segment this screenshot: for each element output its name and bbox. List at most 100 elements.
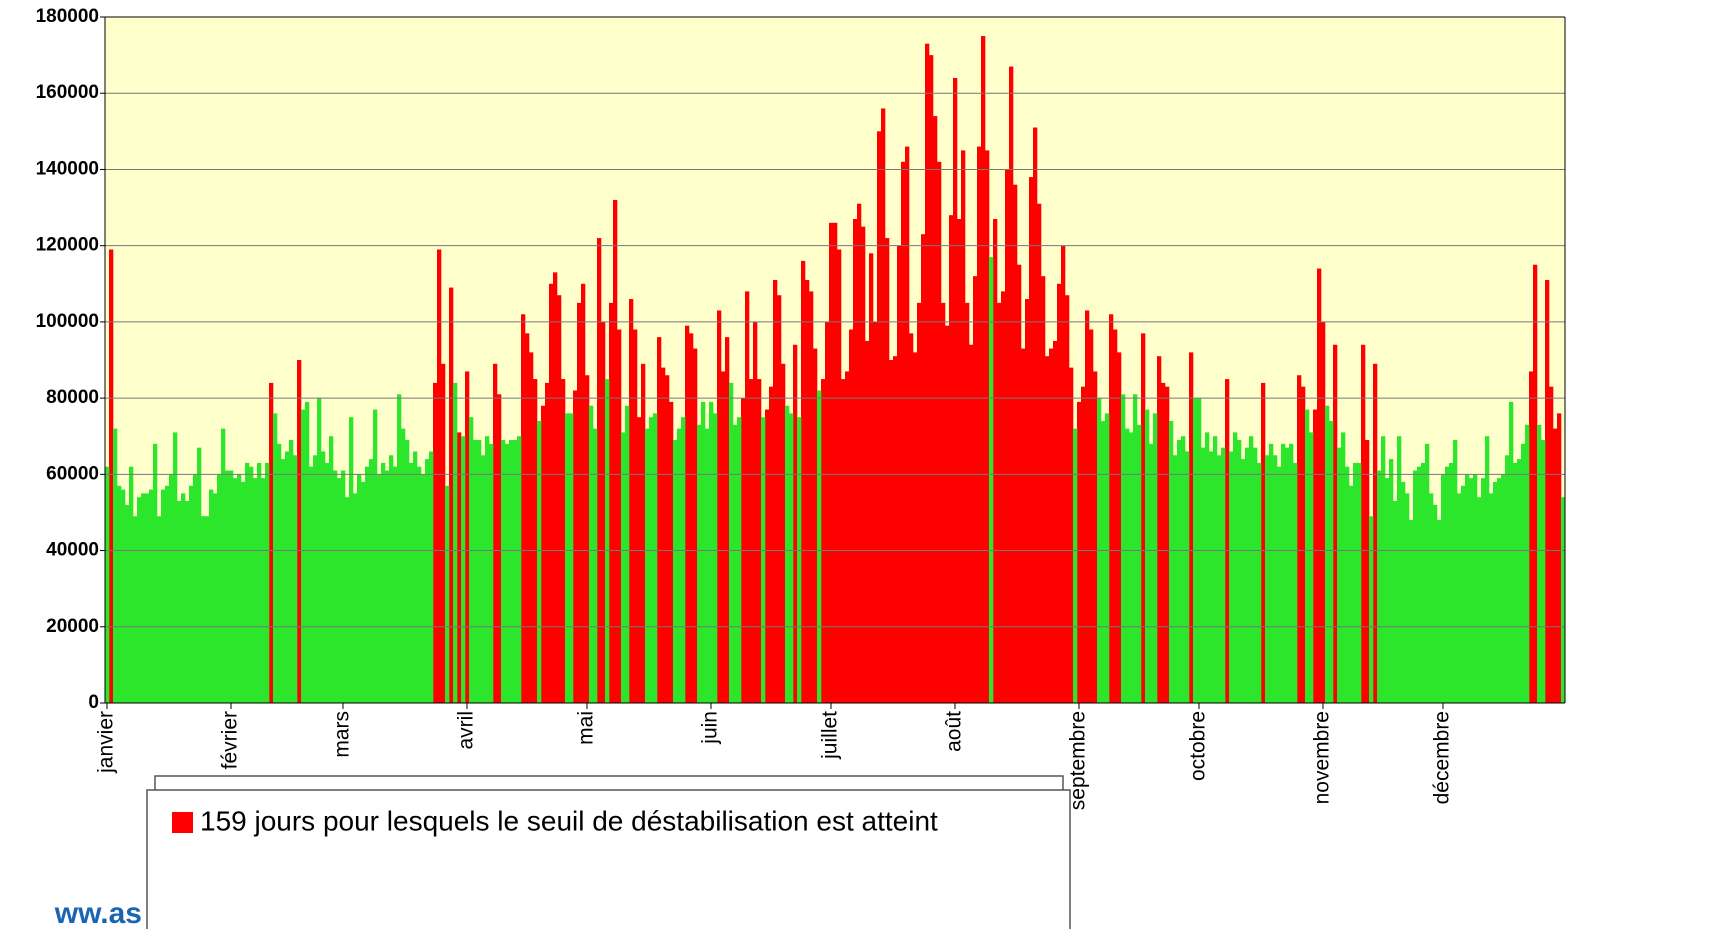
bar xyxy=(209,489,214,703)
bar xyxy=(429,451,434,703)
bar xyxy=(1089,329,1094,703)
bar xyxy=(397,394,402,703)
bar xyxy=(1493,481,1498,703)
bar xyxy=(237,474,242,703)
y-tick-label: 80000 xyxy=(46,387,99,408)
bar xyxy=(1437,520,1442,703)
bar xyxy=(1001,291,1006,703)
bar xyxy=(729,382,734,703)
bar xyxy=(1277,466,1282,703)
legend-frame xyxy=(146,789,1071,929)
bar xyxy=(185,501,190,703)
bar xyxy=(1021,348,1026,703)
bar xyxy=(1417,466,1422,703)
bar xyxy=(1153,413,1158,703)
bar xyxy=(289,440,294,703)
bar xyxy=(525,333,530,703)
bar xyxy=(485,436,490,703)
bar xyxy=(1117,352,1122,703)
bar xyxy=(1265,455,1270,703)
bar xyxy=(305,401,310,703)
bar xyxy=(725,337,730,703)
bar xyxy=(1181,436,1186,703)
bar xyxy=(997,302,1002,703)
bar xyxy=(1341,432,1346,703)
bar xyxy=(589,405,594,703)
bar xyxy=(913,352,918,703)
bar xyxy=(401,428,406,703)
bar xyxy=(1185,451,1190,703)
bar xyxy=(581,283,586,703)
bar xyxy=(1397,436,1402,703)
bar xyxy=(669,401,674,703)
bar xyxy=(861,226,866,703)
bar xyxy=(1141,333,1146,703)
bar xyxy=(569,413,574,703)
bar xyxy=(1361,344,1366,703)
x-tick-label: novembre xyxy=(1311,711,1334,804)
bar xyxy=(1225,379,1230,703)
bar xyxy=(833,222,838,704)
bar xyxy=(613,199,618,703)
bar xyxy=(633,329,638,703)
bar xyxy=(341,470,346,703)
bar xyxy=(789,413,794,703)
bar xyxy=(369,459,374,703)
bar xyxy=(1301,386,1306,703)
bar xyxy=(1305,409,1310,703)
bar xyxy=(857,203,862,703)
bar xyxy=(845,371,850,703)
bar xyxy=(1481,478,1486,703)
bar xyxy=(1325,405,1330,703)
bar xyxy=(673,440,678,703)
bar xyxy=(1137,424,1142,703)
bar xyxy=(533,379,538,703)
bar xyxy=(273,413,278,703)
bar xyxy=(1217,455,1222,703)
bar xyxy=(1469,478,1474,703)
bar xyxy=(1053,340,1058,703)
bar xyxy=(1509,401,1514,703)
bar xyxy=(509,440,514,703)
bar xyxy=(921,234,926,703)
bar xyxy=(1549,386,1554,703)
bar xyxy=(1025,299,1030,703)
bar xyxy=(621,432,626,703)
bar xyxy=(501,440,506,703)
bar xyxy=(325,462,330,703)
bar xyxy=(1241,459,1246,703)
bar xyxy=(1249,436,1254,703)
bar xyxy=(1105,413,1110,703)
bar xyxy=(953,77,958,703)
bar xyxy=(561,379,566,703)
bar xyxy=(1049,348,1054,703)
bar xyxy=(1449,462,1454,703)
bar xyxy=(177,501,182,703)
bar xyxy=(1165,386,1170,703)
bar xyxy=(229,470,234,703)
bar xyxy=(205,516,210,703)
legend: 159 jours pour lesquels le seuil de dést… xyxy=(172,805,938,836)
bar xyxy=(973,276,978,703)
bar xyxy=(1269,443,1274,703)
x-tick-label: juillet xyxy=(819,711,842,760)
bar xyxy=(1233,432,1238,703)
bar xyxy=(977,146,982,704)
bar xyxy=(1177,440,1182,703)
y-tick-label: 160000 xyxy=(36,82,99,103)
bar xyxy=(925,43,930,703)
bar xyxy=(297,360,302,703)
bar xyxy=(597,238,602,704)
bar xyxy=(1541,440,1546,703)
bar xyxy=(1213,436,1218,703)
bar xyxy=(1349,485,1354,703)
bar xyxy=(465,371,470,703)
x-tick-label: février xyxy=(219,711,242,769)
bar xyxy=(105,466,110,703)
bar xyxy=(345,497,350,703)
bar xyxy=(469,417,474,703)
bar xyxy=(1505,455,1510,703)
bar xyxy=(1501,474,1506,703)
bar xyxy=(825,321,830,703)
